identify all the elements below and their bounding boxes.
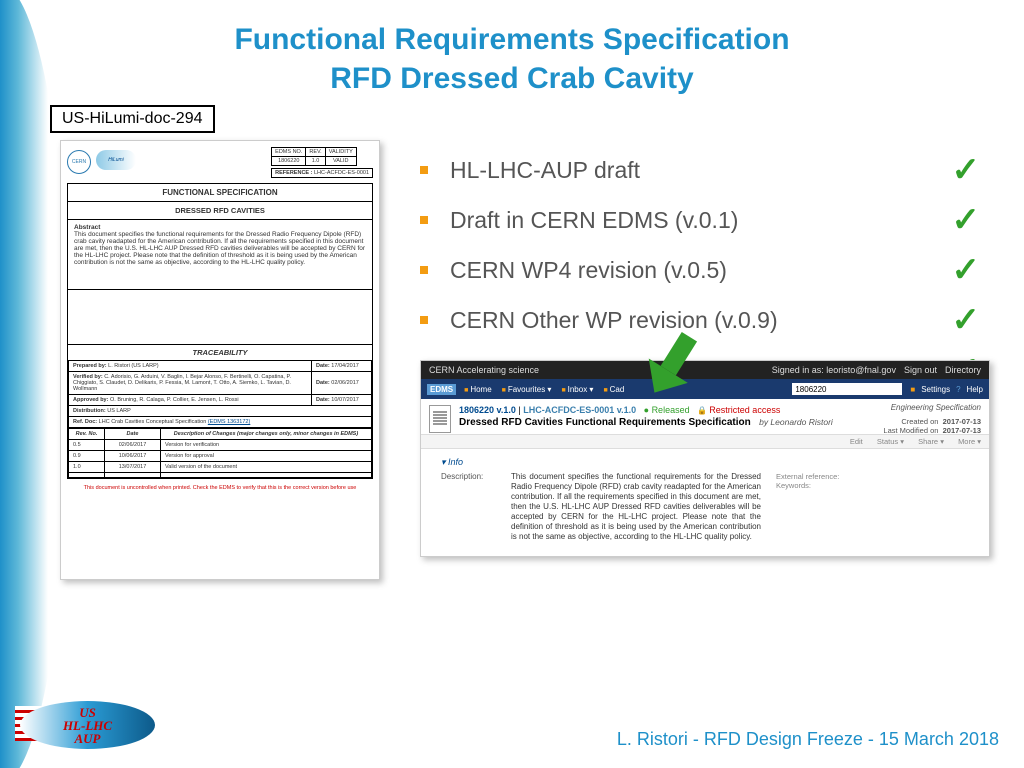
list-item: HL-LHC-AUP draft✓ bbox=[420, 150, 980, 190]
keywords-label: Keywords: bbox=[776, 481, 839, 490]
list-item: Draft in CERN EDMS (v.0.1)✓ bbox=[420, 200, 980, 240]
edms-doc-header: 1806220 v.1.0 | LHC-ACFDC-ES-0001 v.1.0 … bbox=[421, 399, 989, 435]
more-button[interactable]: More ▾ bbox=[958, 437, 981, 446]
doc-meta-table: EDMS NO.REV.VALIDITY 18062201.0VALID bbox=[271, 147, 357, 166]
edms-screenshot: CERN Accelerating science Signed in as: … bbox=[420, 360, 990, 557]
doc-abstract-text: This document specifies the functional r… bbox=[74, 231, 365, 266]
external-ref-label: External reference: bbox=[776, 472, 839, 481]
nav-settings[interactable]: Settings bbox=[921, 385, 950, 394]
bullet-icon bbox=[420, 216, 428, 224]
edms-info-panel: ▾ Info Description: This document specif… bbox=[421, 449, 989, 556]
share-button[interactable]: Share ▾ bbox=[918, 437, 944, 446]
document-icon bbox=[429, 405, 451, 433]
cern-brand: CERN Accelerating science bbox=[429, 365, 539, 375]
nav-cad[interactable]: Cad bbox=[603, 385, 624, 394]
cern-logo-icon: CERN bbox=[67, 150, 91, 174]
search-input[interactable] bbox=[792, 383, 902, 395]
list-item: CERN Other WP revision (v.0.9)✓ bbox=[420, 300, 980, 340]
doc-footer-warning: This document is uncontrolled when print… bbox=[67, 485, 373, 491]
doc-subtitle: DRESSED RFD CAVITIES bbox=[68, 201, 372, 219]
document-thumbnail: CERN HiLumi EDMS NO.REV.VALIDITY 1806220… bbox=[60, 140, 380, 580]
list-item: CERN WP4 revision (v.0.5)✓ bbox=[420, 250, 980, 290]
traceability-table: Prepared by: L. Ristori (US LARP)Date: 1… bbox=[68, 360, 372, 428]
status-button[interactable]: Status ▾ bbox=[877, 437, 904, 446]
doc-author: by Leonardo Ristori bbox=[759, 417, 833, 427]
description-label: Description: bbox=[441, 472, 511, 542]
bullet-icon bbox=[420, 266, 428, 274]
edms-navbar: EDMS Home Favourites ▾ Inbox ▾ Cad ■Sett… bbox=[421, 379, 989, 399]
directory-link[interactable]: Directory bbox=[945, 365, 981, 375]
edms-doc-title: Dressed RFD Cavities Functional Requirem… bbox=[459, 417, 751, 428]
edms-logo: EDMS bbox=[427, 384, 456, 395]
nav-home[interactable]: Home bbox=[464, 385, 492, 394]
nav-inbox[interactable]: Inbox ▾ bbox=[561, 385, 593, 394]
doc-section-title: FUNCTIONAL SPECIFICATION bbox=[68, 184, 372, 201]
title-line-1: Functional Requirements Specification bbox=[0, 20, 1024, 59]
info-heading[interactable]: ▾ Info bbox=[441, 457, 979, 468]
sign-out-link[interactable]: Sign out bbox=[904, 365, 937, 375]
edms-action-bar: Edit Status ▾ Share ▾ More ▾ bbox=[421, 435, 989, 449]
revision-table: Rev. No.DateDescription of Changes (majo… bbox=[68, 428, 372, 478]
nav-help[interactable]: Help bbox=[967, 385, 983, 394]
title-line-2: RFD Dressed Crab Cavity bbox=[0, 59, 1024, 98]
check-icon: ✓ bbox=[952, 200, 981, 240]
signed-in-label: Signed in as: leoristo@fnal.gov bbox=[772, 365, 896, 375]
doc-reference-box: US-HiLumi-doc-294 bbox=[50, 105, 215, 133]
traceability-heading: TRACEABILITY bbox=[68, 344, 372, 360]
bullet-icon bbox=[420, 316, 428, 324]
footer-logo: US HL-LHC AUP bbox=[15, 698, 155, 753]
check-icon: ✓ bbox=[952, 150, 981, 190]
restricted-badge: Restricted access bbox=[697, 405, 780, 415]
description-text: This document specifies the functional r… bbox=[511, 472, 761, 542]
edit-button[interactable]: Edit bbox=[850, 437, 863, 446]
bullet-icon bbox=[420, 166, 428, 174]
released-badge: Released bbox=[644, 405, 690, 415]
check-icon: ✓ bbox=[952, 250, 981, 290]
slide-title: Functional Requirements Specification RF… bbox=[0, 0, 1024, 98]
hilumi-logo-icon: HiLumi bbox=[96, 150, 136, 170]
nav-favourites[interactable]: Favourites ▾ bbox=[502, 385, 552, 394]
edms-topbar: CERN Accelerating science Signed in as: … bbox=[421, 361, 989, 379]
check-icon: ✓ bbox=[952, 300, 981, 340]
doc-type-label: Engineering Specification bbox=[891, 403, 981, 412]
footer-text: L. Ristori - RFD Design Freeze - 15 Marc… bbox=[617, 729, 999, 750]
doc-number[interactable]: 1806220 v.1.0 bbox=[459, 405, 516, 415]
doc-code[interactable]: LHC-ACFDC-ES-0001 v.1.0 bbox=[523, 405, 636, 415]
